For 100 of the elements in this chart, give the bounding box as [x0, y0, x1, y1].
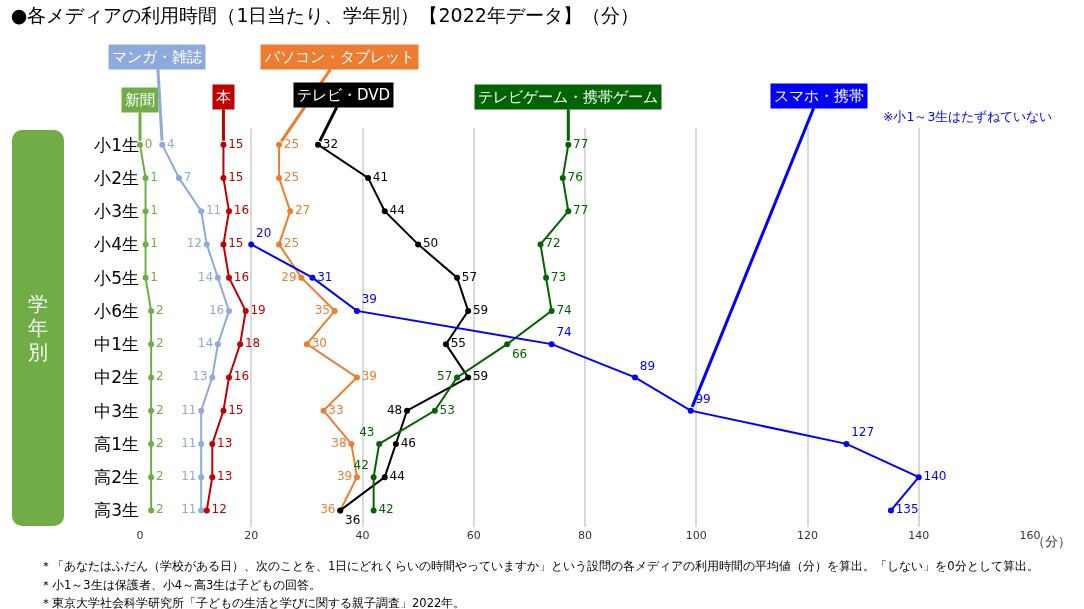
point — [148, 507, 155, 514]
point — [148, 407, 155, 414]
point — [320, 407, 327, 414]
point — [276, 241, 283, 248]
point — [214, 341, 221, 348]
point — [548, 307, 555, 314]
data-label: 14 — [197, 269, 214, 284]
data-label: 16 — [233, 369, 250, 384]
data-label: 12 — [211, 502, 227, 517]
y-tick-label: 小1生 — [94, 134, 139, 155]
point — [442, 341, 449, 348]
point — [148, 474, 155, 481]
data-label: 74 — [556, 325, 572, 340]
point — [381, 208, 388, 215]
point — [632, 374, 639, 381]
point — [353, 374, 360, 381]
data-label: 25 — [283, 236, 300, 251]
point — [315, 141, 321, 148]
data-label: 39 — [361, 292, 377, 307]
data-label: 2 — [155, 336, 164, 351]
point — [404, 407, 410, 414]
point — [543, 274, 550, 281]
data-label: 25 — [283, 136, 300, 151]
text: スマホ・携帯 — [774, 87, 864, 105]
data-label: 11 — [181, 402, 197, 417]
data-label: 2 — [155, 302, 164, 317]
point — [214, 274, 221, 281]
text: テレビゲーム・携帯ゲーム — [478, 88, 658, 106]
point — [198, 440, 205, 447]
data-label: 15 — [228, 169, 244, 184]
data-label: 18 — [244, 336, 261, 351]
data-label: 19 — [250, 302, 266, 317]
point — [415, 241, 422, 248]
data-label: 2 — [155, 402, 164, 417]
x-tick-label: 140 — [908, 529, 930, 542]
data-label: 44 — [389, 469, 405, 484]
x-tick-label: 0 — [136, 529, 144, 542]
point — [209, 474, 216, 481]
point — [148, 307, 155, 314]
point — [142, 274, 149, 281]
data-label: 48 — [386, 402, 403, 417]
point — [370, 507, 377, 514]
point — [148, 440, 155, 447]
text: ※小1～3生はたずねていない — [883, 109, 1053, 124]
point — [687, 407, 694, 414]
data-label: 11 — [181, 502, 197, 517]
point — [209, 374, 216, 381]
point — [465, 374, 472, 381]
point — [565, 141, 572, 148]
point — [198, 208, 205, 215]
x-tick-label: 120 — [797, 529, 818, 542]
data-label: 29 — [281, 269, 297, 284]
point — [353, 474, 360, 481]
data-label: 53 — [439, 402, 455, 417]
y-tick-label: 中3生 — [94, 400, 139, 421]
point — [370, 474, 377, 481]
data-label: 59 — [472, 369, 489, 384]
data-label: 59 — [472, 302, 489, 317]
data-label: 41 — [372, 169, 389, 184]
data-label: 7 — [183, 169, 192, 184]
data-label: 14 — [197, 336, 214, 351]
data-label: 13 — [192, 369, 208, 384]
chart-title: ●各メディアの利用時間（1日当たり、学年別）【2022年データ】（分） — [10, 4, 639, 27]
data-label: 1 — [150, 203, 158, 218]
point — [298, 274, 305, 281]
data-label: 1 — [150, 169, 158, 184]
point — [220, 174, 227, 181]
data-label: 16 — [233, 269, 250, 284]
data-label: 44 — [389, 203, 405, 218]
data-label: 27 — [294, 203, 311, 218]
y-tick-label: 小3生 — [94, 201, 139, 222]
point — [843, 440, 850, 447]
data-label: 2 — [155, 469, 164, 484]
point — [565, 208, 572, 215]
data-label: 74 — [556, 302, 572, 317]
point — [198, 474, 205, 481]
y-tick-label: 高1生 — [94, 433, 139, 454]
point — [365, 174, 372, 181]
text: 本 — [216, 88, 231, 106]
data-label: 57 — [437, 369, 453, 384]
data-label: 16 — [208, 302, 225, 317]
data-label: 2 — [155, 435, 164, 450]
data-label: 77 — [573, 136, 589, 151]
text: ＊「あなたはふだん（学校がある日）、次のことを、1日にどれくらいの時間やっていますか」という設問の各メディアの利用時間の平均値（分）を算出。「しない」を0分として算出。 — [40, 559, 1039, 573]
point — [148, 374, 155, 381]
y-tick-label: 中2生 — [94, 367, 139, 388]
point — [226, 374, 232, 381]
point — [248, 241, 255, 248]
y-tick-label: 高3生 — [94, 500, 139, 521]
text: ＊小1～3生は保護者、小4～高3生は子どもの回答。 — [40, 578, 322, 592]
point — [242, 307, 249, 314]
data-label: 43 — [359, 425, 375, 440]
data-label: 39 — [361, 369, 377, 384]
data-label: 20 — [256, 225, 272, 240]
data-label: 36 — [345, 513, 361, 528]
y-tick-label: 高2生 — [94, 467, 139, 488]
point — [175, 174, 182, 181]
data-label: 25 — [283, 169, 300, 184]
point — [148, 341, 155, 348]
point — [454, 374, 461, 381]
